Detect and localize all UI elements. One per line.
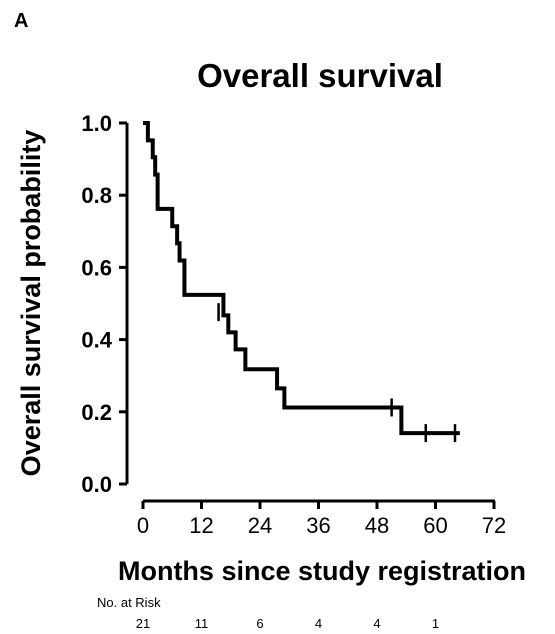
x-tick-label: 48 [365, 513, 389, 538]
survival-curve [143, 121, 460, 436]
panel-label: A [14, 10, 28, 32]
risk-count: 4 [373, 616, 380, 631]
survival-step-line [143, 121, 460, 436]
x-tick-label: 36 [306, 513, 330, 538]
y-tick-label: 0.4 [81, 328, 112, 353]
y-tick-label: 1.0 [81, 111, 112, 136]
y-ticks: 0.0 0.2 0.4 0.6 0.8 1.0 [81, 111, 127, 497]
x-axis-label: Months since study registration [118, 556, 526, 586]
x-tick-label: 0 [137, 513, 149, 538]
risk-count: 11 [195, 616, 209, 631]
y-tick-label: 0.2 [81, 400, 112, 425]
axes [125, 123, 495, 503]
x-ticks: 0 12 24 36 48 60 72 [137, 501, 506, 538]
y-axis-label: Overall survival probability [16, 130, 46, 477]
x-tick-label: 12 [189, 513, 213, 538]
risk-counts: 21 11 6 4 4 1 [136, 616, 439, 631]
x-tick-label: 24 [248, 513, 272, 538]
x-tick-label: 60 [423, 513, 447, 538]
y-tick-label: 0.8 [81, 183, 112, 208]
y-tick-label: 0.0 [81, 472, 112, 497]
risk-table-label: No. at Risk [97, 595, 161, 610]
risk-count: 1 [432, 616, 439, 631]
risk-count: 6 [256, 616, 263, 631]
y-tick-label: 0.6 [81, 255, 112, 280]
risk-count: 4 [315, 616, 322, 631]
censor-marks [217, 303, 457, 443]
x-tick-label: 72 [482, 513, 506, 538]
risk-count: 21 [136, 616, 150, 631]
chart-title: Overall survival [197, 57, 443, 94]
